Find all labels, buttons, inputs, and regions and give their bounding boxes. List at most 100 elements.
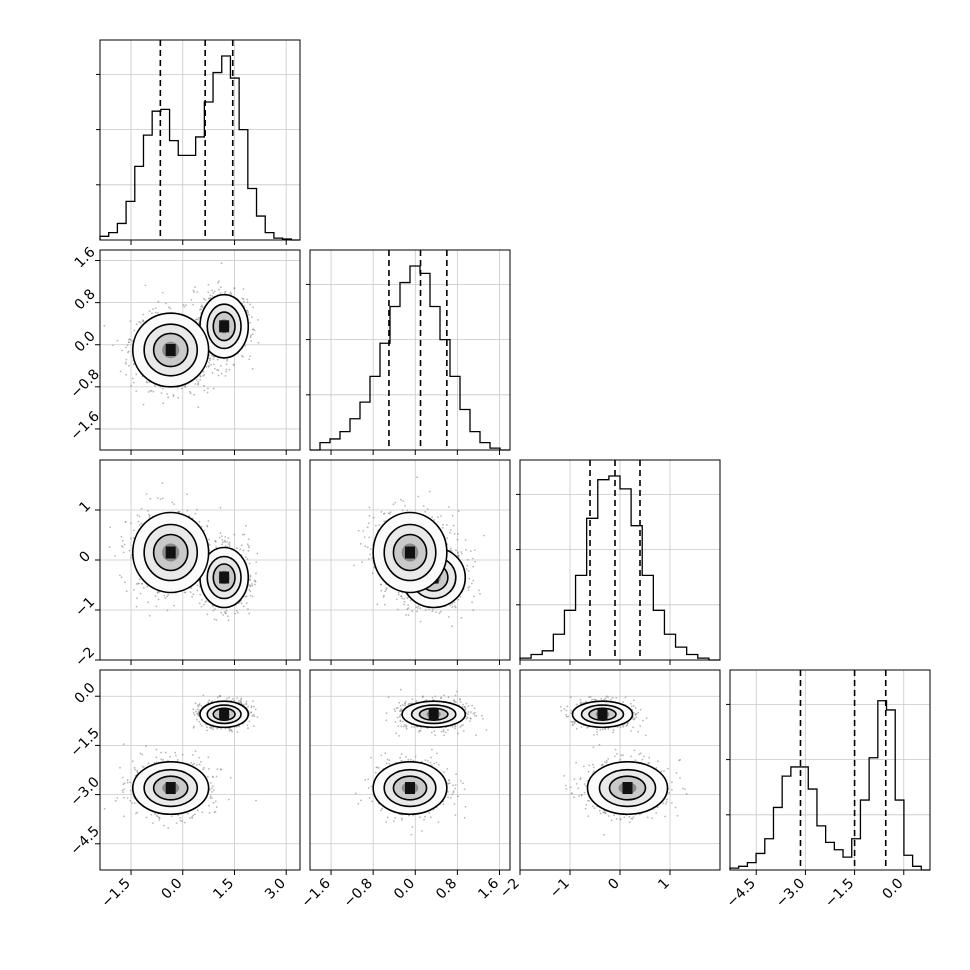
sample-point (141, 582, 144, 585)
sample-point (469, 550, 472, 553)
sample-point (167, 827, 170, 829)
sample-point (478, 589, 480, 592)
sample-point (245, 602, 248, 605)
sample-point (218, 536, 221, 539)
sample-point (212, 292, 215, 294)
sample-point (439, 610, 442, 613)
sample-point (160, 751, 163, 754)
sample-point (380, 589, 383, 592)
sample-point (403, 598, 405, 600)
sample-point (224, 536, 227, 538)
sample-point (129, 556, 132, 559)
sample-point (457, 510, 460, 512)
sample-point (253, 329, 256, 332)
sample-point (389, 511, 392, 513)
sample-point (208, 811, 211, 814)
sample-point (198, 709, 201, 711)
sample-point (458, 554, 460, 557)
sample-point (144, 284, 147, 287)
sample-point (227, 537, 230, 539)
sample-point (133, 766, 136, 769)
sample-point (120, 535, 123, 538)
sample-point (472, 565, 475, 568)
sample-point (226, 360, 228, 362)
sample-point (150, 813, 153, 816)
sample-point (450, 547, 452, 550)
sample-point (228, 545, 231, 547)
sample-point (251, 328, 254, 331)
sample-point (244, 595, 247, 598)
sample-point (208, 364, 210, 367)
sample-point (195, 764, 198, 766)
sample-point (243, 533, 246, 536)
sample-point (133, 329, 136, 332)
sample-point (169, 307, 172, 310)
sample-point (123, 782, 126, 785)
sample-point (142, 403, 145, 406)
sample-point (199, 593, 202, 596)
sample-point (223, 292, 226, 294)
sample-point (215, 546, 218, 549)
sample-point (154, 595, 157, 597)
sample-point (145, 493, 148, 495)
sample-point (196, 508, 198, 511)
sample-point (472, 579, 475, 582)
sample-point (166, 595, 168, 598)
sample-point (129, 320, 132, 322)
sample-point (251, 333, 254, 336)
sample-point (378, 524, 381, 526)
sample-point (148, 513, 151, 516)
sample-point (406, 509, 409, 512)
sample-point (454, 606, 457, 609)
sample-point (138, 578, 141, 581)
sample-point (249, 574, 252, 577)
sample-point (124, 521, 127, 523)
sample-point (135, 390, 138, 392)
sample-point (245, 524, 247, 527)
sample-point (242, 288, 245, 290)
sample-point (248, 578, 251, 581)
sample-point (212, 358, 215, 360)
sample-point (152, 390, 155, 393)
sample-point (205, 365, 208, 368)
sample-point (119, 766, 121, 769)
sample-point (368, 514, 371, 517)
density-peak (405, 546, 415, 559)
sample-point (457, 533, 459, 535)
sample-point (396, 608, 399, 611)
sample-point (194, 750, 197, 752)
sample-point (479, 592, 481, 595)
sample-point (136, 811, 139, 814)
sample-point (247, 549, 250, 552)
sample-point (211, 289, 214, 292)
sample-point (140, 507, 143, 510)
sample-point (383, 603, 386, 606)
sample-point (431, 608, 434, 611)
sample-point (404, 505, 406, 507)
sample-point (376, 603, 379, 606)
sample-point (204, 299, 207, 301)
sample-point (461, 553, 463, 555)
sample-point (453, 601, 456, 604)
sample-point (172, 394, 175, 396)
sample-point (201, 811, 204, 814)
sample-point (225, 363, 228, 366)
sample-point (473, 595, 475, 598)
sample-point (212, 789, 215, 792)
sample-point (249, 590, 252, 593)
sample-point (214, 608, 216, 611)
sample-point (220, 535, 223, 537)
sample-point (228, 543, 230, 546)
sample-point (154, 307, 157, 309)
sample-point (366, 546, 369, 549)
sample-point (119, 574, 121, 577)
sample-point (246, 301, 249, 304)
sample-point (186, 812, 189, 815)
sample-point (244, 556, 247, 559)
sample-point (380, 583, 382, 586)
sample-point (401, 509, 404, 512)
sample-point (403, 600, 406, 603)
sample-point (198, 520, 201, 523)
sample-point (240, 697, 243, 700)
